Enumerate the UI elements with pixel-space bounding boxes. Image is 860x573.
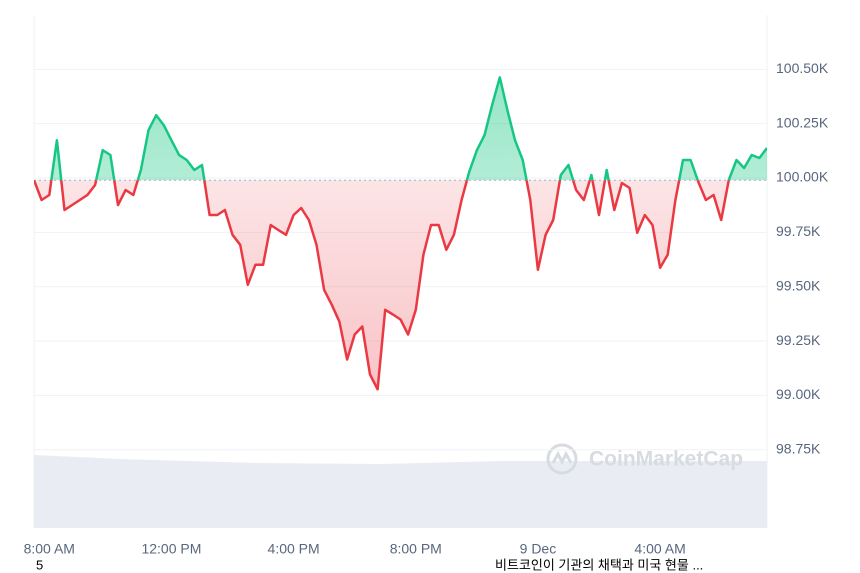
y-tick-label: 99.50K bbox=[776, 277, 821, 293]
y-tick-label: 100.00K bbox=[776, 169, 829, 185]
x-tick-label: 9 Dec bbox=[520, 541, 557, 557]
x-tick-label: 4:00 PM bbox=[268, 541, 320, 557]
y-tick-label: 99.00K bbox=[776, 386, 821, 402]
x-tick-label: 8:00 AM bbox=[24, 541, 75, 557]
volume-area bbox=[34, 455, 767, 528]
area-below bbox=[34, 180, 729, 390]
y-tick-label: 100.50K bbox=[776, 60, 829, 76]
watermark: CoinMarketCap bbox=[546, 443, 743, 475]
x-tick-label: 12:00 PM bbox=[141, 541, 201, 557]
caption: 비트코인이 기관의 채택과 미국 현물 ... bbox=[495, 557, 703, 572]
y-tick-label: 99.75K bbox=[776, 223, 821, 239]
x-tick-label: 4:00 AM bbox=[634, 541, 685, 557]
y-tick-label: 100.25K bbox=[776, 114, 829, 130]
y-tick-label: 98.75K bbox=[776, 440, 821, 456]
x-tick-label: 8:00 PM bbox=[390, 541, 442, 557]
line-below bbox=[34, 180, 731, 391]
line-above bbox=[34, 76, 767, 181]
y-tick-label: 99.25K bbox=[776, 332, 821, 348]
page-number: 5 bbox=[36, 557, 43, 572]
watermark-text: CoinMarketCap bbox=[589, 448, 743, 471]
